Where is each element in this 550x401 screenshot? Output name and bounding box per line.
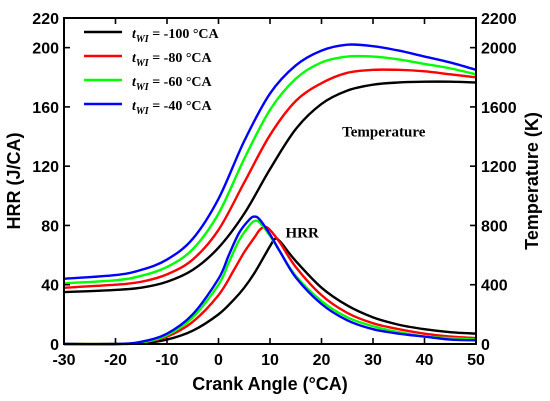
axis-tick-labels: -30 -20 -10 0 10 20 30 40 5004080120160200220040… xyxy=(32,11,516,369)
right-y-tick-label: 1600 xyxy=(481,100,517,117)
temperature-line-series-3 xyxy=(63,54,477,285)
x-tick-label: -10 xyxy=(155,352,178,369)
left-y-tick-label: 0 xyxy=(50,337,59,354)
left-y-tick-label: 200 xyxy=(32,41,59,58)
hrr-line-series-3 xyxy=(63,219,477,346)
legend: tWI = -100 °CA tWI = -80 °CA tWI = -60 °CA… xyxy=(84,27,220,117)
legend-label-series-4: tWI = -40 °CA xyxy=(132,99,213,117)
legend-label-series-2: tWI = -80 °CA xyxy=(132,51,213,69)
left-y-axis-title: HRR (J/CA) xyxy=(4,132,24,229)
temperature-annotation: Temperature xyxy=(342,125,426,141)
hrr-line-series-1 xyxy=(63,237,477,346)
hrr-annotation: HRR xyxy=(285,225,319,241)
series-curves xyxy=(63,43,477,346)
right-y-tick-label: 0 xyxy=(481,337,490,354)
temperature-line-series-1 xyxy=(63,80,477,294)
x-tick-label: 0 xyxy=(214,352,223,369)
left-y-tick-label: 220 xyxy=(32,11,59,28)
x-tick-label: 30 xyxy=(364,352,382,369)
x-tick-label: 20 xyxy=(313,352,331,369)
x-tick-label: 50 xyxy=(467,352,485,369)
hrr-line-series-4 xyxy=(63,215,477,346)
plot-frame xyxy=(63,17,477,345)
temperature-line-series-4 xyxy=(63,43,477,280)
x-axis-title: Crank Angle (°CA) xyxy=(192,374,348,394)
x-tick-label: -30 xyxy=(52,352,75,369)
temperature-line-series-2 xyxy=(63,68,477,289)
right-y-tick-label: 1200 xyxy=(481,159,517,176)
right-y-tick-label: 800 xyxy=(481,218,508,235)
legend-label-series-3: tWI = -60 °CA xyxy=(132,75,213,93)
left-y-tick-label: 40 xyxy=(41,278,59,295)
right-y-tick-label: 2000 xyxy=(481,41,517,58)
right-y-axis-title: Temperature (K) xyxy=(522,112,542,250)
x-tick-label: 10 xyxy=(261,352,279,369)
right-y-tick-label: 2200 xyxy=(481,11,517,28)
x-tick-label: 40 xyxy=(416,352,434,369)
axis-ticks xyxy=(63,17,477,345)
left-y-tick-label: 80 xyxy=(41,218,59,235)
left-y-tick-label: 160 xyxy=(32,100,59,117)
left-y-tick-label: 120 xyxy=(32,159,59,176)
legend-label-series-1: tWI = -100 °CA xyxy=(132,27,220,45)
right-y-tick-label: 400 xyxy=(481,278,508,295)
x-tick-label: -20 xyxy=(104,352,127,369)
